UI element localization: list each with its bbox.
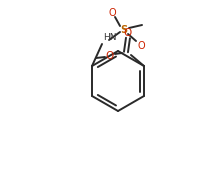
Text: O: O bbox=[124, 28, 132, 38]
Text: O: O bbox=[106, 51, 114, 61]
Text: S: S bbox=[120, 25, 127, 35]
Text: O: O bbox=[137, 41, 145, 51]
Text: O: O bbox=[108, 8, 116, 18]
Text: HN: HN bbox=[103, 33, 117, 42]
